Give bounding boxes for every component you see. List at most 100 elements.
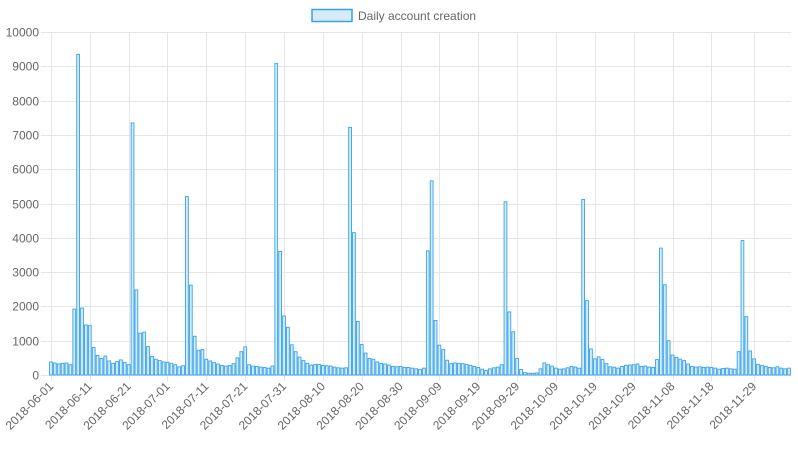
bar[interactable] bbox=[721, 368, 725, 376]
bar[interactable] bbox=[165, 361, 170, 376]
bar[interactable] bbox=[150, 356, 154, 376]
bar[interactable] bbox=[744, 316, 749, 376]
bar[interactable] bbox=[286, 326, 290, 376]
bar[interactable] bbox=[328, 365, 333, 376]
bar[interactable] bbox=[662, 284, 667, 376]
bar[interactable] bbox=[270, 365, 275, 376]
bar[interactable] bbox=[72, 308, 77, 376]
bar[interactable] bbox=[643, 365, 648, 376]
bar[interactable] bbox=[161, 361, 166, 376]
bar[interactable] bbox=[208, 360, 213, 376]
bar[interactable] bbox=[134, 289, 139, 376]
bar[interactable] bbox=[258, 366, 263, 376]
bar[interactable] bbox=[254, 365, 259, 376]
bar[interactable] bbox=[200, 349, 205, 376]
bar[interactable] bbox=[126, 364, 131, 376]
bar[interactable] bbox=[212, 362, 216, 376]
bar[interactable] bbox=[437, 344, 442, 376]
bar[interactable] bbox=[523, 372, 527, 376]
bar[interactable] bbox=[453, 362, 457, 376]
bar[interactable] bbox=[480, 368, 485, 376]
bar[interactable] bbox=[336, 367, 341, 376]
bar[interactable] bbox=[422, 367, 426, 376]
bar[interactable] bbox=[674, 357, 679, 376]
bar[interactable] bbox=[449, 363, 453, 376]
bar[interactable] bbox=[433, 320, 438, 376]
bar[interactable] bbox=[146, 346, 150, 376]
bar[interactable] bbox=[324, 365, 329, 376]
bar[interactable] bbox=[355, 321, 360, 376]
bar[interactable] bbox=[511, 331, 516, 376]
bar[interactable] bbox=[651, 367, 655, 376]
bar[interactable] bbox=[387, 364, 391, 376]
bar[interactable] bbox=[266, 367, 271, 376]
bar[interactable] bbox=[56, 363, 61, 376]
bar[interactable] bbox=[655, 359, 659, 376]
bar[interactable] bbox=[705, 366, 710, 376]
bar[interactable] bbox=[713, 367, 718, 376]
bar[interactable] bbox=[783, 368, 788, 376]
bar[interactable] bbox=[627, 364, 632, 376]
bar[interactable] bbox=[592, 358, 597, 376]
bar[interactable] bbox=[670, 354, 675, 376]
bar[interactable] bbox=[503, 201, 508, 376]
bar[interactable] bbox=[274, 63, 279, 376]
bar[interactable] bbox=[344, 367, 349, 376]
bar[interactable] bbox=[526, 372, 531, 376]
bar[interactable] bbox=[577, 367, 582, 376]
bar[interactable] bbox=[84, 324, 88, 376]
bar[interactable] bbox=[604, 363, 609, 376]
bar[interactable] bbox=[313, 363, 317, 376]
bar[interactable] bbox=[406, 367, 411, 376]
bar[interactable] bbox=[103, 355, 108, 376]
bar[interactable] bbox=[321, 364, 325, 376]
bar[interactable] bbox=[60, 362, 65, 376]
bar[interactable] bbox=[289, 344, 294, 376]
bar[interactable] bbox=[115, 361, 119, 376]
bar[interactable] bbox=[565, 367, 570, 376]
bar[interactable] bbox=[748, 350, 753, 376]
bar[interactable] bbox=[495, 366, 500, 376]
bar[interactable] bbox=[616, 367, 620, 376]
bar[interactable] bbox=[383, 363, 387, 376]
bar[interactable] bbox=[690, 365, 694, 376]
bar[interactable] bbox=[309, 364, 314, 376]
bar[interactable] bbox=[157, 360, 162, 376]
bar[interactable] bbox=[538, 368, 543, 376]
bar[interactable] bbox=[682, 360, 687, 376]
bar[interactable] bbox=[375, 361, 380, 376]
bar[interactable] bbox=[701, 367, 706, 376]
bar[interactable] bbox=[581, 198, 586, 376]
bar[interactable] bbox=[515, 358, 519, 376]
bar[interactable] bbox=[589, 348, 593, 376]
bar[interactable] bbox=[624, 364, 628, 376]
bar[interactable] bbox=[216, 363, 220, 376]
bar[interactable] bbox=[130, 122, 135, 376]
bar[interactable] bbox=[348, 126, 352, 376]
bar[interactable] bbox=[534, 372, 539, 376]
bar[interactable] bbox=[394, 366, 399, 376]
bar[interactable] bbox=[247, 364, 251, 376]
bar[interactable] bbox=[293, 351, 298, 376]
bar[interactable] bbox=[499, 364, 504, 376]
bar[interactable] bbox=[608, 366, 613, 376]
legend-label[interactable]: Daily account creation bbox=[358, 9, 476, 23]
bar[interactable] bbox=[507, 311, 512, 376]
bar[interactable] bbox=[666, 340, 671, 376]
bar[interactable] bbox=[352, 232, 356, 376]
bar[interactable] bbox=[554, 367, 558, 376]
bar[interactable] bbox=[227, 364, 232, 376]
bar[interactable] bbox=[441, 349, 446, 376]
bar[interactable] bbox=[732, 368, 737, 376]
bar[interactable] bbox=[91, 347, 96, 376]
bar[interactable] bbox=[472, 365, 477, 376]
bar[interactable] bbox=[192, 335, 197, 376]
bar[interactable] bbox=[196, 349, 201, 376]
bar[interactable] bbox=[204, 358, 209, 376]
bar[interactable] bbox=[457, 362, 461, 376]
bar[interactable] bbox=[262, 367, 267, 376]
bar[interactable] bbox=[398, 365, 403, 376]
bar[interactable] bbox=[561, 368, 566, 376]
bar[interactable] bbox=[402, 367, 407, 376]
bar[interactable] bbox=[297, 356, 302, 376]
